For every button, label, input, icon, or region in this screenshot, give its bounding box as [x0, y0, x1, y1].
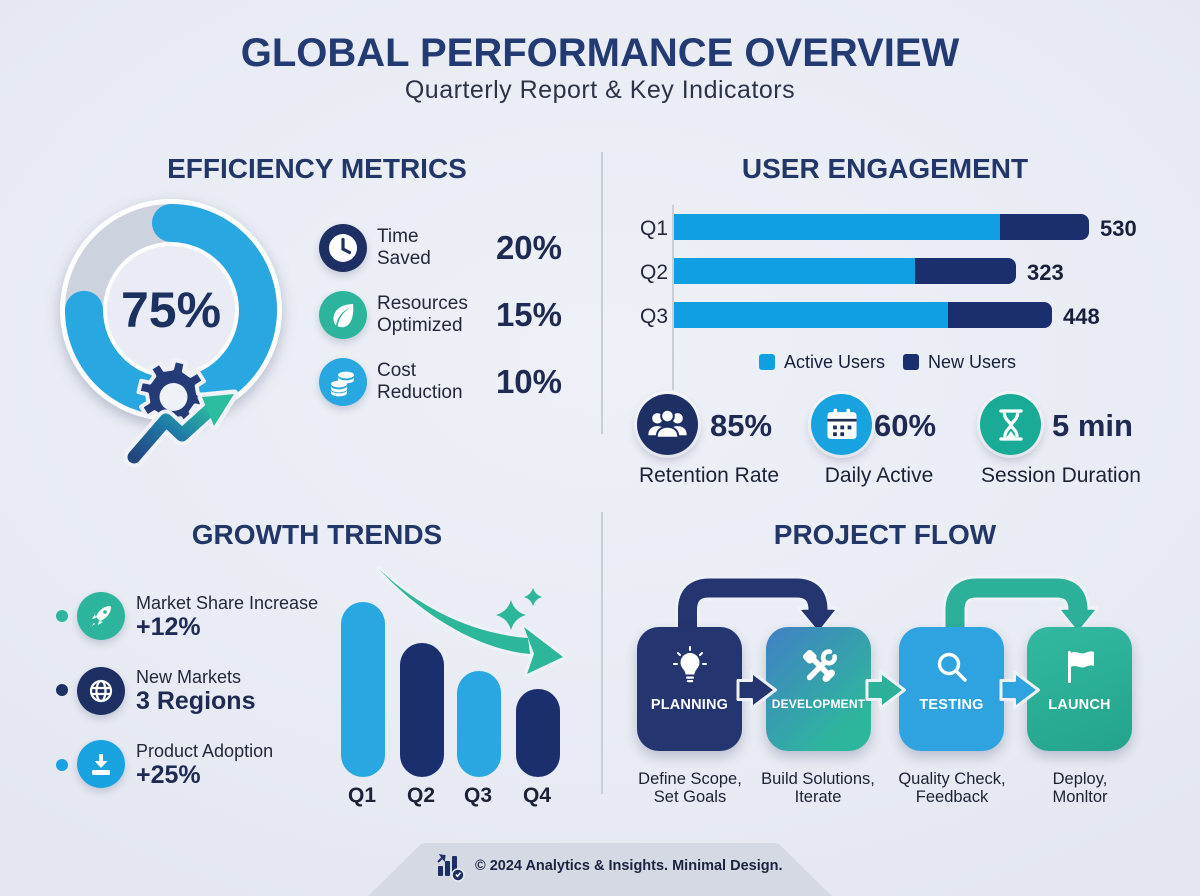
svg-text:75%: 75% [121, 282, 221, 338]
